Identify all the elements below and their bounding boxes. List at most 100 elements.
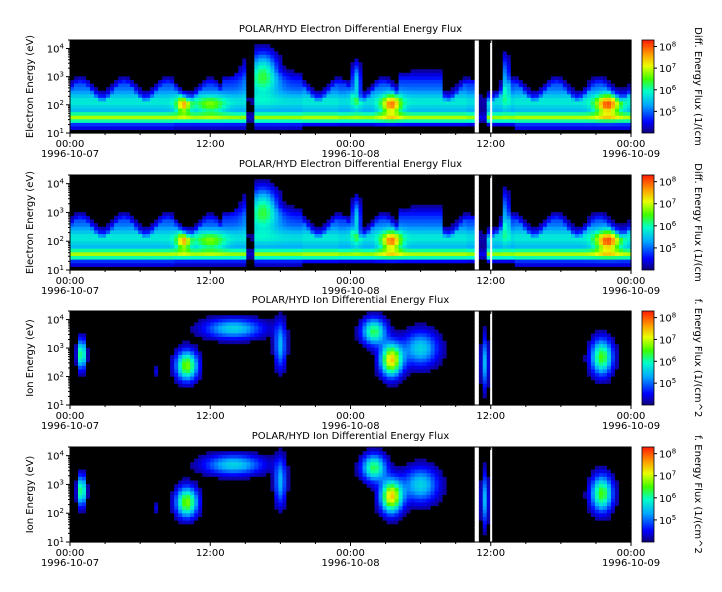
heatmap-cell: [98, 182, 103, 187]
heatmap-cell: [142, 237, 147, 242]
heatmap-cell: [346, 82, 352, 88]
heatmap-cell: [242, 222, 247, 227]
heatmap-cell: [94, 75, 99, 80]
heatmap-cell: [190, 182, 195, 187]
heatmap-cell: [126, 82, 131, 88]
heatmap-cell: [594, 104, 600, 109]
heatmap-cell: [74, 211, 79, 216]
heatmap-cell: [586, 90, 592, 95]
heatmap-cell: [526, 107, 532, 113]
heatmap-cell: [194, 211, 199, 216]
heatmap-cell: [306, 54, 312, 59]
heatmap-cell: [126, 97, 131, 102]
heatmap-cell: [222, 47, 227, 52]
heatmap-cell: [102, 100, 107, 105]
heatmap-cell: [482, 61, 488, 66]
heatmap-cell: [138, 193, 143, 198]
heatmap-cell: [554, 90, 560, 95]
heatmap-cell: [250, 115, 255, 120]
heatmap-cell: [482, 75, 488, 80]
heatmap-cell: [394, 115, 400, 120]
heatmap-cell: [234, 47, 239, 52]
heatmap-cell: [170, 266, 175, 271]
heatmap-cell: [574, 122, 580, 127]
heatmap-cell: [378, 57, 384, 63]
heatmap-cell: [590, 79, 596, 84]
heatmap-cell: [226, 255, 231, 260]
heatmap-cell: [398, 61, 404, 66]
heatmap-cell: [186, 82, 191, 88]
heatmap-cell: [358, 125, 364, 131]
heatmap-cell: [102, 104, 107, 109]
heatmap-cell: [574, 115, 580, 120]
heatmap-cell: [322, 122, 328, 127]
heatmap-cell: [594, 54, 600, 59]
heatmap-cell: [214, 182, 219, 187]
heatmap-cell: [550, 129, 556, 134]
heatmap-cell: [102, 207, 107, 213]
heatmap-cell: [246, 115, 251, 120]
heatmap-cell: [206, 178, 211, 183]
heatmap-cell: [442, 111, 448, 116]
heatmap-cell: [106, 50, 111, 55]
heatmap-cell: [290, 125, 295, 131]
heatmap-cell: [138, 43, 143, 48]
heatmap-cell: [298, 125, 304, 131]
heatmap-cell: [194, 79, 199, 84]
heatmap-cell: [374, 104, 380, 109]
heatmap-cell: [74, 248, 79, 253]
heatmap-cell: [542, 97, 548, 102]
heatmap-cell: [446, 107, 452, 113]
heatmap-cell: [182, 65, 187, 70]
heatmap-cell: [166, 90, 171, 95]
heatmap-cell: [118, 122, 123, 127]
heatmap-cell: [218, 43, 223, 48]
heatmap-cell: [618, 115, 624, 120]
heatmap-cell: [246, 61, 251, 66]
heatmap-cell: [454, 97, 460, 102]
heatmap-cell: [590, 50, 596, 55]
heatmap-cell: [570, 57, 576, 63]
heatmap-cell: [178, 47, 183, 52]
heatmap-cell: [270, 111, 275, 116]
heatmap-cell: [398, 54, 404, 59]
heatmap-cell: [182, 86, 187, 91]
heatmap-cell: [506, 115, 512, 120]
heatmap-cell: [514, 75, 520, 80]
heatmap-cell: [590, 122, 596, 127]
heatmap-cell: [194, 207, 199, 213]
heatmap-cell: [402, 107, 408, 113]
heatmap-cell: [142, 200, 147, 205]
heatmap-cell: [238, 122, 243, 127]
heatmap-cell: [198, 182, 203, 187]
heatmap-cell: [114, 93, 119, 98]
heatmap-cell: [582, 86, 588, 91]
heatmap-cell: [326, 107, 332, 113]
heatmap-cell: [186, 175, 191, 180]
heatmap-cell: [618, 86, 624, 91]
heatmap-cell: [154, 54, 159, 59]
heatmap-cell: [222, 266, 227, 271]
heatmap-cell: [162, 215, 167, 220]
heatmap-cell: [198, 107, 203, 113]
heatmap-cell: [490, 79, 496, 84]
heatmap-cell: [546, 90, 552, 95]
heatmap-cell: [518, 54, 524, 59]
heatmap-cell: [386, 57, 392, 63]
heatmap-cell: [158, 200, 163, 205]
heatmap-cell: [486, 79, 492, 84]
heatmap-cell: [514, 90, 520, 95]
heatmap-cell: [110, 57, 115, 63]
heatmap-cell: [602, 65, 608, 70]
heatmap-cell: [542, 79, 548, 84]
heatmap-cell: [622, 115, 628, 120]
heatmap-cell: [406, 125, 412, 131]
heatmap-cell: [150, 97, 155, 102]
heatmap-cell: [78, 115, 83, 120]
heatmap-cell: [242, 248, 247, 253]
heatmap-cell: [606, 100, 612, 105]
heatmap-cell: [306, 65, 312, 70]
heatmap-cell: [238, 244, 243, 249]
heatmap-cell: [594, 61, 600, 66]
heatmap-cell: [466, 82, 472, 88]
